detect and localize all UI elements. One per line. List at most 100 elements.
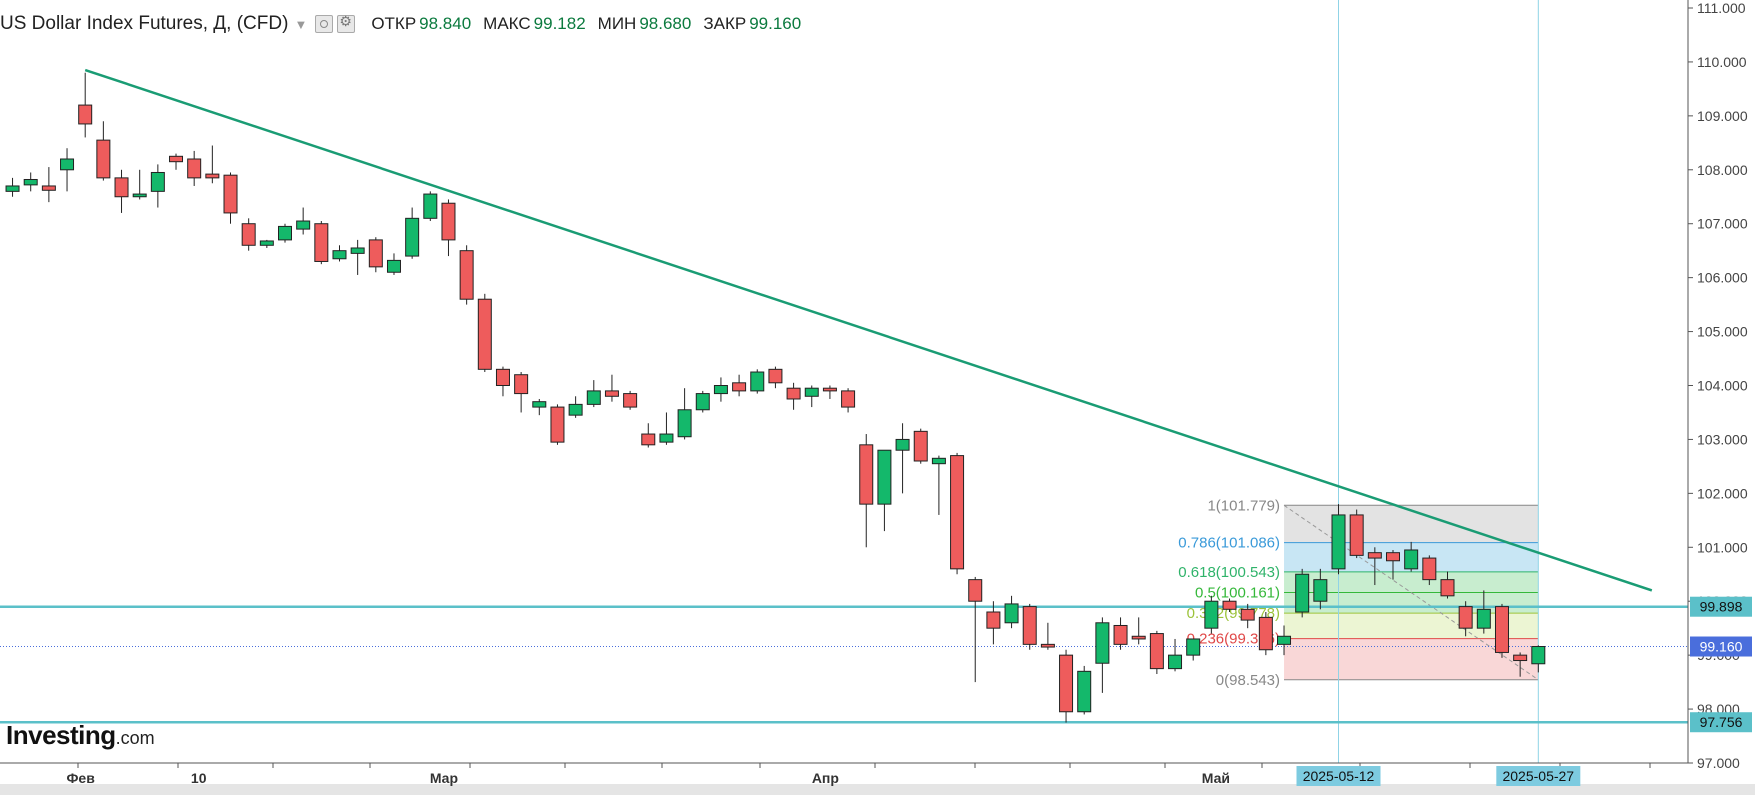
fib-level-label: 1(101.779) (1207, 497, 1280, 514)
candle (205, 173, 220, 179)
fib-zone (1284, 592, 1539, 614)
time-axis-label: Апр (812, 770, 839, 786)
candle (96, 139, 111, 179)
candle (314, 223, 329, 262)
open-value: 98.840 (419, 14, 472, 33)
candle (841, 390, 856, 408)
price-axis-label: 107.000 (1697, 216, 1748, 232)
candle (350, 247, 365, 254)
price-badge-label: 99.160 (1700, 639, 1743, 655)
gear-icon[interactable] (337, 13, 356, 33)
candle (514, 374, 529, 395)
price-axis-label: 110.000 (1697, 54, 1747, 70)
candle (386, 259, 401, 273)
price-axis-label: 101.000 (1697, 539, 1748, 555)
instrument-title[interactable]: US Dollar Index Futures, Д, (CFD) (0, 13, 289, 34)
time-axis-label: 10 (191, 770, 207, 786)
candle (550, 406, 565, 443)
price-axis-label: 102.000 (1697, 485, 1748, 501)
price-axis-label: 97.000 (1697, 755, 1740, 771)
candle (78, 104, 93, 125)
candle (459, 250, 474, 300)
candle (241, 223, 256, 246)
candle (1367, 552, 1382, 559)
price-badge (1690, 712, 1752, 733)
chevron-down-icon[interactable]: ▼ (294, 16, 308, 32)
candle (187, 158, 202, 179)
logo-brand: Investing (6, 720, 116, 750)
close-value: 99.160 (749, 14, 802, 33)
price-axis-label: 105.000 (1697, 324, 1748, 340)
high-label: МАКС (483, 14, 531, 33)
candle (1476, 608, 1491, 629)
candle (441, 202, 456, 241)
price-axis-bg (1688, 0, 1755, 795)
candle (495, 368, 510, 387)
date-marker-label: 2025-05-27 (1502, 768, 1574, 784)
candle (1458, 606, 1473, 629)
candle (1277, 635, 1292, 645)
chart-header: US Dollar Index Futures, Д, (CFD) ▼ ОТКР… (0, 10, 801, 38)
low-label: МИН (597, 14, 637, 33)
candle (732, 382, 747, 392)
candle (1113, 624, 1128, 645)
candle (659, 433, 674, 443)
eye-icon[interactable] (315, 15, 334, 33)
candle (1386, 552, 1400, 562)
candle (1077, 670, 1092, 713)
candle (223, 174, 238, 214)
candle (968, 579, 983, 602)
open-label: ОТКР (371, 14, 417, 33)
candle (1186, 638, 1201, 656)
close-label: ЗАКР (703, 14, 747, 33)
candle (423, 193, 438, 219)
candle (1004, 603, 1019, 624)
candle (114, 177, 129, 198)
candle (1404, 549, 1419, 570)
fib-zone (1284, 571, 1539, 593)
candle (532, 401, 547, 408)
candle (950, 455, 965, 570)
candle (931, 457, 946, 465)
candle (713, 385, 728, 395)
candle (132, 193, 147, 198)
candle (1240, 608, 1255, 621)
candle (750, 371, 765, 392)
candle (1295, 573, 1310, 613)
candle (332, 250, 347, 260)
candle (60, 158, 75, 171)
candle (786, 387, 801, 400)
candle (23, 178, 38, 186)
candle (1149, 633, 1164, 670)
price-badge-label: 97.756 (1700, 714, 1743, 730)
candle (405, 217, 420, 257)
candle (586, 390, 601, 405)
candle (695, 393, 710, 411)
candle (1022, 606, 1037, 645)
candle (568, 403, 583, 416)
candle (5, 185, 20, 192)
time-axis-label: Май (1202, 770, 1230, 786)
fib-level-label: 0(98.543) (1216, 672, 1280, 689)
candle (604, 390, 619, 397)
candle (623, 393, 638, 408)
candle (1204, 600, 1219, 629)
time-axis-label: Мар (430, 770, 458, 786)
candle (1168, 654, 1183, 670)
date-marker-label: 2025-05-12 (1303, 768, 1375, 784)
candle (1059, 654, 1074, 713)
fib-level-label: 0.618(100.543) (1178, 564, 1280, 581)
price-axis-label: 103.000 (1697, 431, 1748, 447)
candle (1331, 514, 1346, 570)
fib-diagonal (1283, 504, 1539, 681)
scroll-strip (0, 784, 1755, 795)
candle (296, 220, 311, 230)
candle (41, 185, 56, 191)
candle (1040, 643, 1055, 648)
fib-level-label: 0.5(100.161) (1195, 585, 1280, 602)
candle (150, 171, 165, 192)
price-axis-label: 104.000 (1697, 378, 1748, 394)
price-badge (1690, 636, 1752, 657)
candle (1222, 600, 1237, 610)
